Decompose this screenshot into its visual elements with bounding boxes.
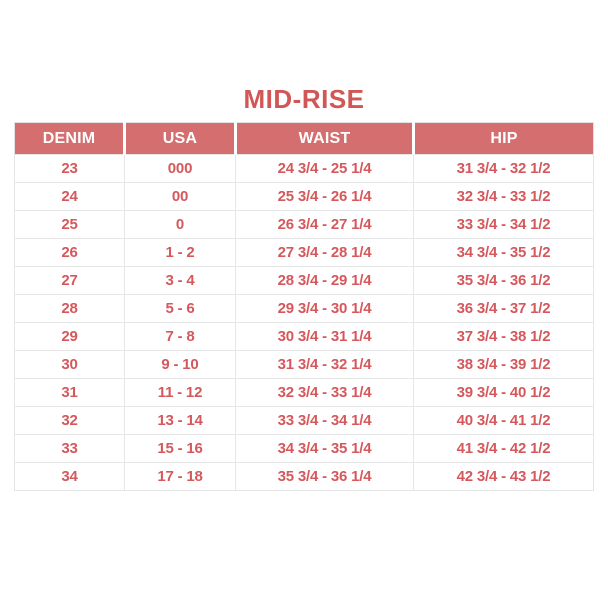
cell-waist: 32 3/4 - 33 1/4 bbox=[235, 378, 414, 407]
table-row: 23 000 24 3/4 - 25 1/4 31 3/4 - 32 1/2 bbox=[14, 154, 594, 183]
cell-hip: 40 3/4 - 41 1/2 bbox=[413, 406, 594, 435]
table-row: 28 5 - 6 29 3/4 - 30 1/4 36 3/4 - 37 1/2 bbox=[14, 294, 594, 323]
cell-denim: 24 bbox=[14, 182, 125, 211]
table-row: 25 0 26 3/4 - 27 1/4 33 3/4 - 34 1/2 bbox=[14, 210, 594, 239]
cell-waist: 27 3/4 - 28 1/4 bbox=[235, 238, 414, 267]
column-header-waist: WAIST bbox=[234, 122, 414, 155]
cell-waist: 34 3/4 - 35 1/4 bbox=[235, 434, 414, 463]
cell-waist: 33 3/4 - 34 1/4 bbox=[235, 406, 414, 435]
cell-denim: 31 bbox=[14, 378, 125, 407]
table-row: 27 3 - 4 28 3/4 - 29 1/4 35 3/4 - 36 1/2 bbox=[14, 266, 594, 295]
cell-hip: 35 3/4 - 36 1/2 bbox=[413, 266, 594, 295]
cell-waist: 28 3/4 - 29 1/4 bbox=[235, 266, 414, 295]
cell-hip: 38 3/4 - 39 1/2 bbox=[413, 350, 594, 379]
table-row: 26 1 - 2 27 3/4 - 28 1/4 34 3/4 - 35 1/2 bbox=[14, 238, 594, 267]
cell-denim: 23 bbox=[14, 154, 125, 183]
cell-denim: 28 bbox=[14, 294, 125, 323]
table-row: 24 00 25 3/4 - 26 1/4 32 3/4 - 33 1/2 bbox=[14, 182, 594, 211]
cell-denim: 33 bbox=[14, 434, 125, 463]
cell-usa: 3 - 4 bbox=[124, 266, 236, 295]
cell-hip: 37 3/4 - 38 1/2 bbox=[413, 322, 594, 351]
cell-waist: 26 3/4 - 27 1/4 bbox=[235, 210, 414, 239]
column-header-denim: DENIM bbox=[14, 122, 125, 155]
table-row: 32 13 - 14 33 3/4 - 34 1/4 40 3/4 - 41 1… bbox=[14, 406, 594, 435]
column-header-usa: USA bbox=[123, 122, 236, 155]
cell-hip: 36 3/4 - 37 1/2 bbox=[413, 294, 594, 323]
column-header-hip: HIP bbox=[412, 122, 594, 155]
cell-denim: 34 bbox=[14, 462, 125, 491]
cell-hip: 32 3/4 - 33 1/2 bbox=[413, 182, 594, 211]
cell-usa: 11 - 12 bbox=[124, 378, 236, 407]
cell-hip: 42 3/4 - 43 1/2 bbox=[413, 462, 594, 491]
cell-usa: 5 - 6 bbox=[124, 294, 236, 323]
cell-denim: 29 bbox=[14, 322, 125, 351]
cell-usa: 15 - 16 bbox=[124, 434, 236, 463]
table-row: 34 17 - 18 35 3/4 - 36 1/4 42 3/4 - 43 1… bbox=[14, 462, 594, 491]
cell-hip: 34 3/4 - 35 1/2 bbox=[413, 238, 594, 267]
cell-usa: 13 - 14 bbox=[124, 406, 236, 435]
cell-usa: 17 - 18 bbox=[124, 462, 236, 491]
cell-denim: 30 bbox=[14, 350, 125, 379]
cell-waist: 31 3/4 - 32 1/4 bbox=[235, 350, 414, 379]
table-row: 33 15 - 16 34 3/4 - 35 1/4 41 3/4 - 42 1… bbox=[14, 434, 594, 463]
table-row: 29 7 - 8 30 3/4 - 31 1/4 37 3/4 - 38 1/2 bbox=[14, 322, 594, 351]
cell-waist: 29 3/4 - 30 1/4 bbox=[235, 294, 414, 323]
cell-hip: 39 3/4 - 40 1/2 bbox=[413, 378, 594, 407]
cell-usa: 9 - 10 bbox=[124, 350, 236, 379]
cell-usa: 000 bbox=[124, 154, 236, 183]
cell-usa: 00 bbox=[124, 182, 236, 211]
cell-denim: 26 bbox=[14, 238, 125, 267]
cell-denim: 32 bbox=[14, 406, 125, 435]
cell-usa: 1 - 2 bbox=[124, 238, 236, 267]
cell-denim: 25 bbox=[14, 210, 125, 239]
table-row: 30 9 - 10 31 3/4 - 32 1/4 38 3/4 - 39 1/… bbox=[14, 350, 594, 379]
page-title: MID-RISE bbox=[243, 84, 365, 114]
cell-hip: 41 3/4 - 42 1/2 bbox=[413, 434, 594, 463]
size-chart-table: DENIM USA WAIST HIP 23 000 24 3/4 - 25 1… bbox=[14, 122, 594, 491]
cell-usa: 0 bbox=[124, 210, 236, 239]
cell-waist: 30 3/4 - 31 1/4 bbox=[235, 322, 414, 351]
cell-waist: 25 3/4 - 26 1/4 bbox=[235, 182, 414, 211]
cell-hip: 33 3/4 - 34 1/2 bbox=[413, 210, 594, 239]
cell-waist: 24 3/4 - 25 1/4 bbox=[235, 154, 414, 183]
cell-denim: 27 bbox=[14, 266, 125, 295]
table-row: 31 11 - 12 32 3/4 - 33 1/4 39 3/4 - 40 1… bbox=[14, 378, 594, 407]
header-row: DENIM USA WAIST HIP bbox=[14, 122, 594, 155]
cell-waist: 35 3/4 - 36 1/4 bbox=[235, 462, 414, 491]
cell-hip: 31 3/4 - 32 1/2 bbox=[413, 154, 594, 183]
cell-usa: 7 - 8 bbox=[124, 322, 236, 351]
